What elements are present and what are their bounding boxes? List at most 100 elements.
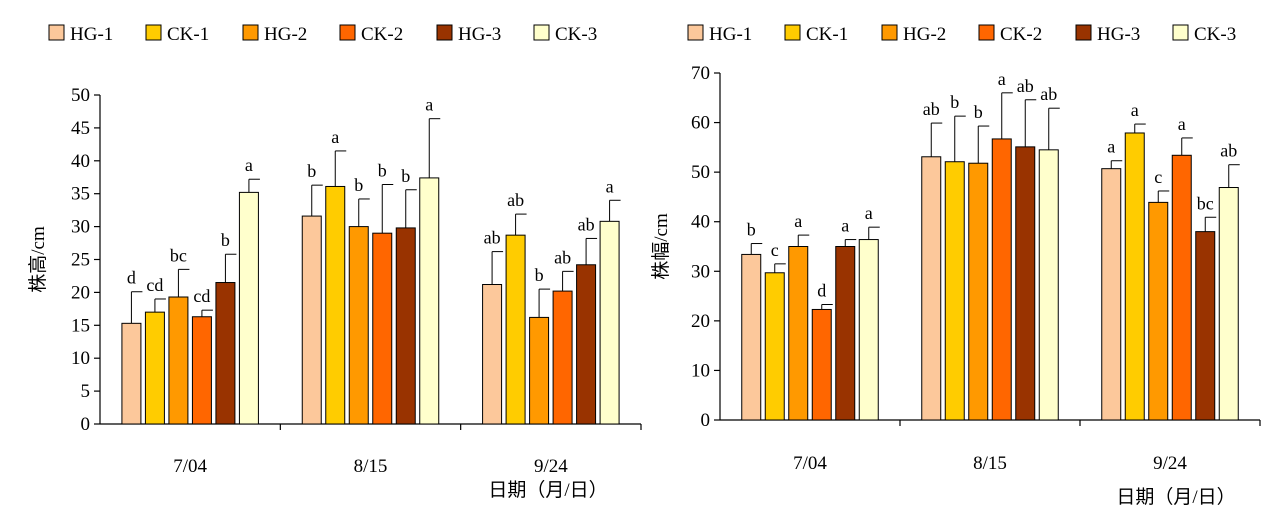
legend-label-hg-2: HG-2 [903,24,946,45]
bar-hg-3-8-15 [1015,146,1036,421]
significance-label: c [1154,167,1162,187]
significance-label: b [378,160,387,180]
bar-hg-1-8-15 [301,215,322,425]
bar-ck-2-7-04 [811,308,832,421]
bar-ck-1-7-04 [144,311,165,425]
bar-hg-1-8-15 [921,156,942,421]
x-tick-label: 9/24 [1153,453,1187,474]
legend-label-ck-3: CK-3 [1194,24,1236,45]
legend-swatch-ck-2 [978,24,995,41]
significance-label: ab [923,99,940,119]
legend-swatch-hg-1 [48,24,65,41]
bar-hg-3-7-04 [835,246,856,421]
legend-swatch-hg-1 [687,24,704,41]
bar-hg-3-9-24 [1195,231,1216,421]
chart-2: HG-1 CK-1 HG-2 CK-2 HG-3 CK-3 株幅/cm 0 10 20 30 40 50… [650,24,1261,508]
bar-hg-2-9-24 [1148,201,1169,421]
legend-label-ck-3: CK-3 [555,24,597,45]
y-tick-label: 25 [71,250,90,271]
significance-label: d [127,268,136,288]
x-tick-label: 8/15 [354,456,388,477]
y-tick-label: 60 [691,113,710,134]
bar-ck-3-9-24 [1218,187,1239,421]
y-tick-label: 5 [81,381,91,402]
legend-swatch-ck-3 [1172,24,1189,41]
significance-label: bc [1197,193,1214,213]
y-tick-label: 15 [71,315,90,336]
significance-label: b [747,220,756,240]
bar-ck-2-8-15 [372,232,393,425]
x-axis-title: 日期（月/日） [1116,486,1235,508]
significance-label: b [974,102,983,122]
legend-swatch-ck-1 [145,24,162,41]
significance-label: a [865,203,873,223]
legend-swatch-hg-3 [436,24,453,41]
bar-hg-3-7-04 [215,282,236,425]
legend-swatch-ck-1 [784,24,801,41]
bar-ck-3-7-04 [858,239,879,421]
x-tick-label: 8/15 [973,453,1007,474]
bar-hg-1-9-24 [482,284,503,425]
significance-label: b [535,265,544,285]
bar-hg-3-9-24 [576,264,597,425]
y-tick-label: 0 [81,414,91,435]
significance-label: b [354,175,363,195]
bar-ck-3-7-04 [238,191,259,425]
significance-label: d [817,280,826,300]
significance-label: a [841,216,849,236]
x-tick-label: 7/04 [173,456,207,477]
significance-label: a [245,155,253,175]
y-tick-label: 30 [691,261,710,282]
significance-label: cd [146,275,163,295]
legend-label-hg-3: HG-3 [458,24,501,45]
significance-label: ab [507,190,524,210]
significance-label: ab [554,247,571,267]
significance-label: cd [193,286,210,306]
y-tick-label: 45 [71,118,90,139]
legend: HG-1 CK-1 HG-2 CK-2 HG-3 CK-3 [687,24,1236,45]
legend-label-hg-1: HG-1 [70,24,113,45]
y-tick-label: 0 [701,410,711,431]
y-tick-label: 40 [71,151,90,172]
x-tick-label: 9/24 [534,456,568,477]
y-tick-label: 30 [71,217,90,238]
y-tick-label: 70 [691,63,710,84]
bar-hg-2-7-04 [168,296,189,425]
bar-ck-2-9-24 [552,290,573,425]
bar-ck-1-7-04 [764,272,785,421]
significance-label: a [425,95,433,115]
significance-label: ab [578,214,595,234]
bar-ck-3-8-15 [1038,149,1059,421]
bar-hg-1-7-04 [121,322,142,425]
bar-ck-1-9-24 [1124,132,1145,421]
significance-label: c [771,240,779,260]
legend-swatch-hg-2 [242,24,259,41]
y-tick-label: 50 [71,85,90,106]
bar-ck-2-9-24 [1171,154,1192,421]
bar-hg-3-8-15 [395,227,416,425]
legend-label-ck-2: CK-2 [361,24,403,45]
bar-hg-2-7-04 [788,246,809,421]
y-tick-label: 40 [691,212,710,233]
legend-label-ck-1: CK-1 [167,24,209,45]
legend-label-ck-2: CK-2 [1000,24,1042,45]
legend-label-ck-1: CK-1 [806,24,848,45]
significance-label: bc [170,245,187,265]
significance-label: a [998,69,1006,89]
significance-label: ab [1040,84,1057,104]
bar-ck-3-9-24 [599,220,620,425]
legend-swatch-ck-2 [339,24,356,41]
significance-label: a [1178,114,1186,134]
bar-ck-1-8-15 [325,185,346,425]
legend: HG-1 CK-1 HG-2 CK-2 HG-3 CK-3 [48,24,597,45]
significance-label: a [1131,100,1139,120]
x-axis-title: 日期（月/日） [488,479,607,501]
y-tick-label: 50 [691,162,710,183]
y-tick-label: 10 [71,348,90,369]
bar-hg-2-8-15 [968,162,989,421]
y-tick-label: 35 [71,184,90,205]
significance-label: a [331,127,339,147]
significance-label: a [1107,137,1115,157]
y-tick-label: 20 [691,311,710,332]
